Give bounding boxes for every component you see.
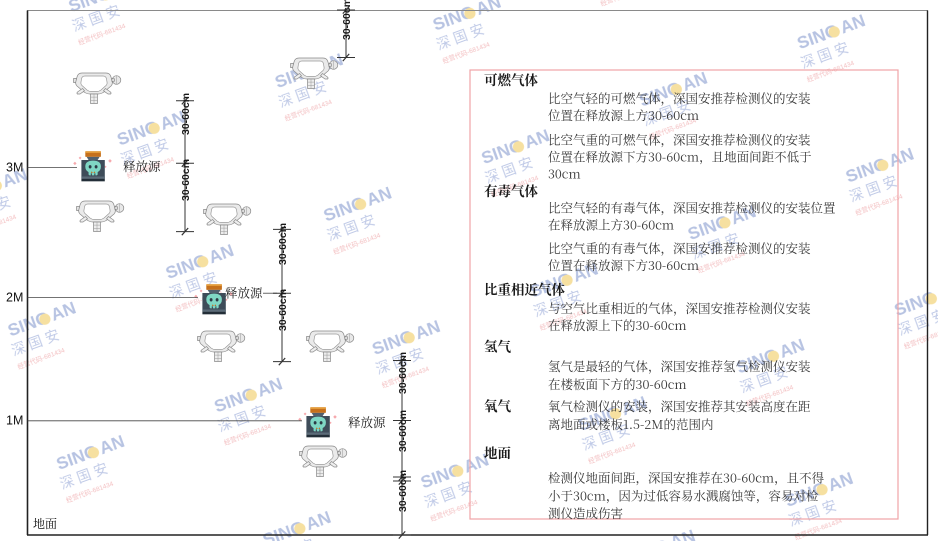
svg-text:小于30cm，因为过低容易水溅腐蚀等，容易对检: 小于30cm，因为过低容易水溅腐蚀等，容易对检 — [548, 486, 819, 504]
svg-text:在楼板面下方的30-60cm: 在楼板面下方的30-60cm — [548, 375, 687, 393]
svg-text:检测仪地面间距，深国安推荐在30-60cm，且不得: 检测仪地面间距，深国安推荐在30-60cm，且不得 — [548, 468, 825, 486]
svg-text:氢气: 氢气 — [484, 335, 511, 355]
svg-text:释放源: 释放源 — [348, 413, 386, 431]
svg-text:地面: 地面 — [33, 515, 57, 532]
svg-text:30-60cm: 30-60cm — [180, 159, 192, 201]
svg-text:比空气轻的可燃气体，深国安推荐检测仪的安装: 比空气轻的可燃气体，深国安推荐检测仪的安装 — [548, 89, 811, 107]
svg-text:释放源: 释放源 — [225, 284, 263, 302]
svg-text:可燃气体: 可燃气体 — [484, 69, 538, 89]
svg-text:氧气: 氧气 — [484, 395, 511, 415]
svg-text:在释放源上下的30-60cm: 在释放源上下的30-60cm — [548, 316, 687, 334]
svg-text:位置在释放源上方30-60cm: 位置在释放源上方30-60cm — [548, 106, 699, 124]
svg-text:离地面或楼板1.5-2M的范围内: 离地面或楼板1.5-2M的范围内 — [548, 415, 713, 433]
svg-text:在释放源上方30-60cm: 在释放源上方30-60cm — [548, 215, 674, 233]
svg-text:30-60cm: 30-60cm — [397, 410, 409, 452]
svg-text:比空气重的有毒气体，深国安推荐检测仪的安装: 比空气重的有毒气体，深国安推荐检测仪的安装 — [548, 239, 811, 257]
svg-text:30cm: 30cm — [548, 165, 581, 183]
svg-text:位置在释放源下方30-60cm: 位置在释放源下方30-60cm — [548, 256, 699, 274]
svg-text:30-60cm: 30-60cm — [277, 223, 289, 265]
svg-text:30-60cm: 30-60cm — [341, 0, 353, 40]
svg-text:3M: 3M — [6, 161, 23, 175]
svg-text:测仪造成伤害: 测仪造成伤害 — [548, 504, 623, 522]
svg-text:30-60cm: 30-60cm — [277, 289, 289, 331]
svg-text:释放源: 释放源 — [123, 157, 161, 175]
svg-text:氧气检测仪的安装，深国安推荐其安装高度在距: 氧气检测仪的安装，深国安推荐其安装高度在距 — [548, 397, 811, 415]
svg-text:30-60cm: 30-60cm — [397, 352, 409, 394]
svg-text:1M: 1M — [6, 414, 23, 428]
svg-text:比空气轻的有毒气体，深国安推荐检测仪的安装位置: 比空气轻的有毒气体，深国安推荐检测仪的安装位置 — [548, 199, 836, 217]
svg-text:比空气重的可燃气体，深国安推荐检测仪的安装: 比空气重的可燃气体，深国安推荐检测仪的安装 — [548, 130, 811, 148]
svg-text:30-60cm: 30-60cm — [180, 93, 192, 135]
svg-text:位置在释放源下方30-60cm，且地面间距不低于: 位置在释放源下方30-60cm，且地面间距不低于 — [548, 147, 812, 165]
svg-text:地面: 地面 — [484, 442, 511, 462]
svg-text:氢气是最轻的气体，深国安推荐氢气检测仪安装: 氢气是最轻的气体，深国安推荐氢气检测仪安装 — [548, 357, 811, 375]
svg-text:2M: 2M — [6, 291, 23, 305]
svg-text:比重相近气体: 比重相近气体 — [484, 279, 565, 299]
svg-text:30-60cm: 30-60cm — [397, 470, 409, 512]
svg-text:与空气比重相近的气体，深国安推荐检测仪安装: 与空气比重相近的气体，深国安推荐检测仪安装 — [548, 299, 811, 317]
svg-text:有毒气体: 有毒气体 — [484, 180, 538, 200]
